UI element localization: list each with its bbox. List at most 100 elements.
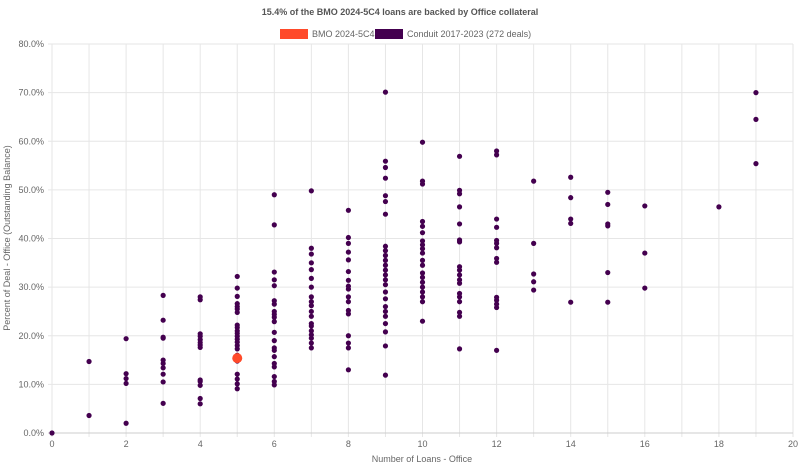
data-point-conduit[interactable] — [494, 224, 500, 230]
data-point-conduit[interactable] — [234, 309, 240, 316]
data-point-conduit[interactable] — [456, 153, 463, 159]
data-point-conduit[interactable] — [308, 284, 314, 290]
data-point-conduit[interactable] — [382, 164, 389, 171]
data-point-conduit[interactable] — [531, 178, 537, 184]
data-point-conduit[interactable] — [197, 378, 203, 385]
data-point-bmo[interactable] — [232, 353, 243, 364]
data-point-conduit[interactable] — [456, 313, 463, 319]
data-point-conduit[interactable] — [308, 313, 314, 319]
data-point-conduit[interactable] — [494, 245, 500, 251]
data-point-conduit[interactable] — [271, 382, 277, 388]
data-point-conduit[interactable] — [345, 234, 351, 241]
data-point-conduit[interactable] — [382, 282, 389, 288]
data-point-conduit[interactable] — [160, 371, 166, 377]
data-point-conduit[interactable] — [308, 251, 314, 257]
data-point-conduit[interactable] — [382, 320, 389, 327]
data-point-conduit[interactable] — [456, 239, 463, 245]
data-point-conduit[interactable] — [123, 336, 129, 342]
data-point-conduit[interactable] — [531, 240, 537, 246]
data-point-conduit[interactable] — [271, 283, 277, 289]
data-point-conduit[interactable] — [753, 90, 759, 96]
data-point-conduit[interactable] — [605, 299, 611, 305]
data-point-conduit[interactable] — [382, 289, 389, 295]
data-point-conduit[interactable] — [308, 294, 314, 300]
data-point-conduit[interactable] — [308, 308, 314, 315]
data-point-conduit[interactable] — [382, 262, 389, 268]
data-point-conduit[interactable] — [160, 365, 166, 371]
data-point-conduit[interactable] — [419, 238, 426, 244]
data-point-conduit[interactable] — [308, 260, 314, 266]
data-point-conduit[interactable] — [494, 347, 500, 353]
data-point-conduit[interactable] — [419, 250, 426, 256]
data-point-conduit[interactable] — [531, 287, 537, 293]
data-point-conduit[interactable] — [456, 267, 463, 273]
data-point-conduit[interactable] — [419, 181, 426, 187]
data-point-conduit[interactable] — [345, 311, 351, 317]
data-point-conduit[interactable] — [494, 148, 500, 154]
data-point-conduit[interactable] — [271, 277, 277, 283]
data-point-conduit[interactable] — [271, 329, 277, 335]
data-point-conduit[interactable] — [568, 220, 574, 227]
data-point-conduit[interactable] — [160, 317, 166, 323]
data-point-conduit[interactable] — [382, 158, 389, 164]
data-point-conduit[interactable] — [308, 267, 314, 273]
data-point-conduit[interactable] — [160, 360, 166, 367]
data-point-conduit[interactable] — [345, 257, 351, 263]
data-point-conduit[interactable] — [419, 284, 426, 290]
data-point-conduit[interactable] — [494, 297, 500, 303]
data-point-conduit[interactable] — [123, 371, 129, 377]
data-point-conduit[interactable] — [642, 285, 648, 291]
data-point-conduit[interactable] — [494, 152, 500, 158]
data-point-conduit[interactable] — [419, 223, 426, 229]
data-point-conduit[interactable] — [419, 279, 426, 285]
data-point-conduit[interactable] — [456, 191, 463, 197]
data-point-conduit[interactable] — [605, 189, 611, 195]
data-point-conduit[interactable] — [642, 250, 648, 256]
data-point-conduit[interactable] — [308, 323, 314, 329]
data-point-conduit[interactable] — [271, 319, 277, 325]
data-point-conduit[interactable] — [197, 395, 203, 402]
data-point-conduit[interactable] — [568, 299, 574, 305]
data-point-conduit[interactable] — [123, 380, 129, 387]
data-point-conduit[interactable] — [197, 344, 203, 351]
data-point-conduit[interactable] — [419, 139, 426, 145]
data-point-conduit[interactable] — [382, 252, 389, 259]
data-point-conduit[interactable] — [86, 358, 92, 365]
data-point-conduit[interactable] — [419, 289, 426, 295]
data-point-conduit[interactable] — [494, 240, 500, 246]
data-point-conduit[interactable] — [234, 346, 240, 352]
data-point-conduit[interactable] — [123, 420, 129, 426]
data-point-conduit[interactable] — [308, 299, 314, 305]
data-point-conduit[interactable] — [568, 216, 574, 222]
data-point-conduit[interactable] — [197, 401, 203, 407]
data-point-conduit[interactable] — [382, 372, 389, 378]
data-point-conduit[interactable] — [419, 270, 426, 276]
data-point-conduit[interactable] — [419, 318, 426, 324]
data-point-conduit[interactable] — [308, 328, 314, 334]
data-point-conduit[interactable] — [271, 364, 277, 370]
data-point-conduit[interactable] — [271, 354, 277, 360]
data-point-conduit[interactable] — [568, 195, 574, 201]
data-point-conduit[interactable] — [419, 246, 426, 252]
data-point-conduit[interactable] — [605, 223, 611, 229]
data-point-conduit[interactable] — [456, 299, 463, 305]
data-point-conduit[interactable] — [345, 286, 351, 292]
data-point-conduit[interactable] — [419, 242, 426, 248]
data-point-conduit[interactable] — [197, 382, 203, 388]
data-point-conduit[interactable] — [308, 335, 314, 341]
data-point-conduit[interactable] — [271, 192, 277, 198]
data-point-conduit[interactable] — [456, 346, 463, 352]
data-point-conduit[interactable] — [271, 347, 277, 353]
data-point-conduit[interactable] — [49, 430, 55, 436]
data-point-conduit[interactable] — [419, 218, 426, 225]
data-point-conduit[interactable] — [419, 294, 426, 300]
data-point-conduit[interactable] — [382, 193, 389, 199]
data-point-conduit[interactable] — [123, 375, 129, 382]
data-point-conduit[interactable] — [382, 329, 389, 335]
data-point-conduit[interactable] — [382, 175, 389, 181]
data-point-conduit[interactable] — [382, 296, 389, 302]
data-point-conduit[interactable] — [160, 400, 166, 406]
data-point-conduit[interactable] — [605, 269, 611, 276]
data-point-conduit[interactable] — [494, 255, 500, 262]
data-point-conduit[interactable] — [382, 343, 389, 349]
